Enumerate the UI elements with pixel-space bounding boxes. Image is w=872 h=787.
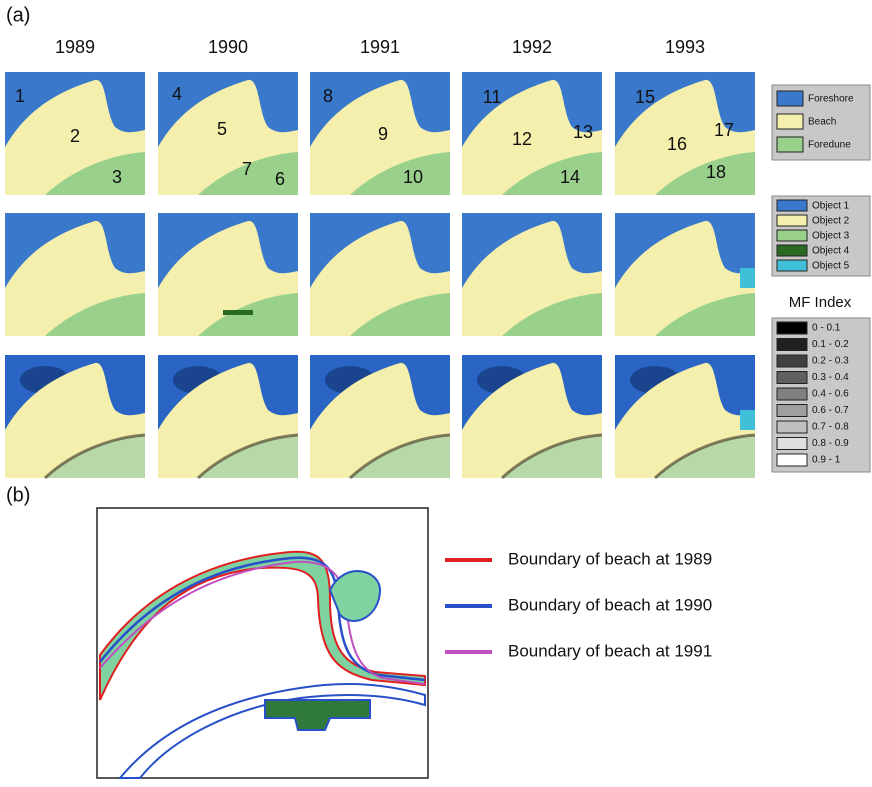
legend-label: Object 3: [812, 231, 850, 242]
legend-swatch: [777, 215, 807, 226]
map-object5: [740, 268, 755, 288]
legend-label: 0.2 - 0.3: [812, 356, 849, 367]
mf-title: MF Index: [789, 294, 852, 311]
region-label: 8: [323, 86, 333, 106]
region-label: 7: [242, 159, 252, 179]
year-label: 1992: [512, 37, 552, 57]
legend-label: Object 1: [812, 201, 850, 212]
legend-label: Foreshore: [808, 94, 854, 105]
region-label: 15: [635, 87, 655, 107]
region-label: 18: [706, 162, 726, 182]
legend-label: 0.8 - 0.9: [812, 438, 849, 449]
legend-label: Object 2: [812, 216, 850, 227]
legend-label: 0.6 - 0.7: [812, 405, 849, 416]
legend-swatch: [777, 339, 807, 351]
legend-label: Boundary of beach at 1991: [508, 641, 712, 660]
region-label: 13: [573, 122, 593, 142]
boundary-legend: Boundary of beach at 1989 Boundary of bea…: [445, 549, 712, 660]
legend-swatch: [777, 322, 807, 334]
legend-label: 0.9 - 1: [812, 455, 841, 466]
region-label: 4: [172, 84, 182, 104]
region-label: 14: [560, 167, 580, 187]
legend-swatch: [777, 372, 807, 384]
year-label: 1990: [208, 37, 248, 57]
region-label: 5: [217, 119, 227, 139]
legend-label: Boundary of beach at 1990: [508, 595, 712, 614]
legend-label: Object 5: [812, 261, 850, 272]
legend-swatch: [777, 137, 803, 152]
legend-label: 0.1 - 0.2: [812, 339, 849, 350]
legend-swatch: [777, 421, 807, 433]
legend-label: Boundary of beach at 1989: [508, 549, 712, 568]
legend-swatch: [777, 438, 807, 450]
legend-swatch: [777, 260, 807, 271]
mf-legend: 0 - 0.1 0.1 - 0.2 0.2 - 0.3 0.3 - 0.4 0.4 - …: [777, 322, 849, 466]
legend-swatch: [777, 200, 807, 211]
panel-label: (a): [6, 4, 30, 26]
legend-label: 0.3 - 0.4: [812, 372, 849, 383]
year-label: 1993: [665, 37, 705, 57]
legend-swatch: [777, 245, 807, 256]
year-label: 1991: [360, 37, 400, 57]
legend-label: Object 4: [812, 246, 850, 257]
region-label: 2: [70, 126, 80, 146]
region-label: 12: [512, 129, 532, 149]
panel-label: (b): [6, 484, 30, 506]
legend-label: Beach: [808, 117, 836, 128]
region-label: 11: [483, 87, 502, 107]
figure: (a) (b) 19891990199119921993123457689101…: [0, 0, 872, 782]
legend-label: 0.4 - 0.6: [812, 389, 849, 400]
legend-swatch: [777, 355, 807, 367]
region-label: 6: [275, 169, 285, 189]
map-object5: [740, 410, 755, 430]
region-label: 1: [15, 86, 25, 106]
region-label: 3: [112, 167, 122, 187]
legend-swatch: [777, 114, 803, 129]
region-label: 17: [714, 120, 734, 140]
region-label: 10: [403, 167, 423, 187]
region-label: 16: [667, 134, 687, 154]
legend-label: 0.7 - 0.8: [812, 422, 849, 433]
boundary-map: [97, 508, 428, 778]
legend-swatch: [777, 405, 807, 417]
legend-swatch: [777, 454, 807, 466]
map-object4: [223, 310, 253, 315]
object-legend: Object 1 Object 2 Object 3 Object 4 Object 5: [777, 200, 850, 272]
legend-label: 0 - 0.1: [812, 323, 841, 334]
legend-swatch: [777, 91, 803, 106]
region-label: 9: [378, 124, 388, 144]
legend-swatch: [777, 230, 807, 241]
year-label: 1989: [55, 37, 95, 57]
legend-label: Foredune: [808, 140, 851, 151]
legend-swatch: [777, 388, 807, 400]
